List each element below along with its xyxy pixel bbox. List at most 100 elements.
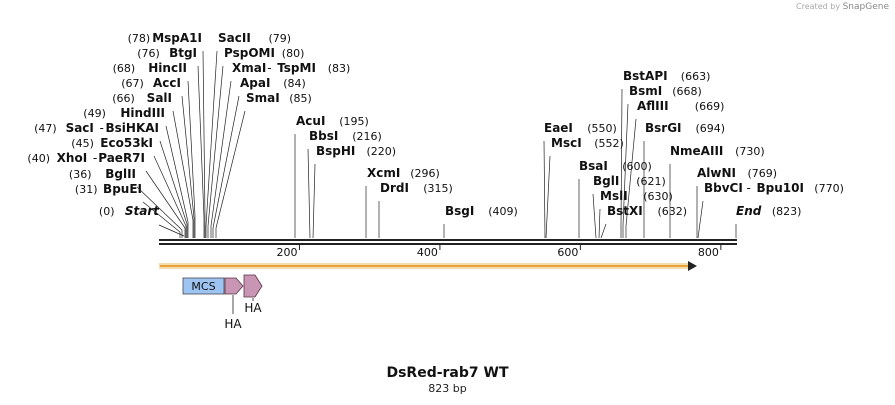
site-leader-line [312,163,316,239]
site-position: (669) [695,100,725,113]
site-leader-line [145,170,186,229]
site-alt-dash: - [267,61,271,75]
site-alt-dash: - [747,181,751,195]
site-name-bstxi: BstXI [607,204,643,218]
site-position: (552) [594,137,624,150]
site-position: (67) [121,77,144,90]
site-position: (45) [71,137,94,150]
site-name-eco53ki: Eco53kI [100,136,153,150]
site-name-bsrgi: BsrGI [645,121,682,135]
ruler-tick-label: 600 [557,246,578,259]
site-name-bbvci: BbvCI [704,181,743,195]
snapgene-logo-text: SnapGene [842,2,889,12]
site-name-acci: AccI [153,76,181,90]
site-leader-line [543,140,546,239]
feature-mcs-box[interactable] [182,277,225,295]
site-name-bsmi: BsmI [629,84,662,98]
feature-ha-arrow[interactable] [243,274,263,298]
site-leader-line [142,201,181,233]
site-name-bglii: BglII [105,167,136,181]
site-position: (296) [410,167,440,180]
site-position: (78) [128,32,151,45]
site-name-bsphi: BspHI [316,144,355,158]
feature-ha-label: HA [224,317,242,331]
site-name-nmeaiii: NmeAIII [670,144,723,158]
site-leader-line [592,193,597,239]
site-alt-dash: - [100,121,104,135]
site-name-hindiii: HindIII [120,106,165,120]
site-position: (84) [283,77,306,90]
site-position: (663) [681,70,711,83]
site-position: (694) [696,122,726,135]
site-leader-line [153,155,187,227]
site-name-btgi: BtgI [169,46,197,60]
site-name-mspa1i: MspA1I [152,31,202,45]
site-name-start: Start [125,204,160,218]
site-position: (47) [34,122,57,135]
site-position: (409) [488,205,518,218]
site-position: (85) [289,92,312,105]
site-leader-line [600,223,607,239]
site-name-bstapi: BstAPI [623,69,668,83]
ruler-tick-label: 400 [417,246,438,259]
site-leader-line [172,110,194,221]
site-leader-line [159,140,188,225]
site-position: (823) [772,205,802,218]
site-position: (66) [112,92,135,105]
construct-length: 823 bp [428,382,467,395]
feature-ha-arrow[interactable] [224,277,244,295]
site-leader-line [210,80,232,227]
orf-arrow-head [688,261,697,271]
site-name-saci: SacI [66,121,94,135]
ruler-tick-label: 200 [276,246,297,259]
site-alt-name: PaeR7I [98,151,145,165]
site-position: (769) [748,167,778,180]
site-position: (76) [137,47,160,60]
site-name-hincii: HincII [148,61,187,75]
site-leader-line [620,88,623,227]
site-leader-line [598,208,601,239]
ruler-tick-label: 800 [698,246,719,259]
site-name-xhoi: XhoI [57,151,88,165]
site-leader-line [181,95,195,219]
site-leader-line [207,65,224,227]
site-leader-line [205,50,218,227]
site-name-drdi: DrdI [380,181,409,195]
site-leader-line [197,65,205,219]
site-position: (550) [587,122,617,135]
site-leader-line [187,80,196,217]
site-position: (730) [735,145,765,158]
site-position: (621) [636,175,666,188]
site-position: (49) [83,107,106,120]
site-position: (630) [643,190,673,203]
site-leader-line [165,125,189,223]
site-name-msci: MscI [551,136,582,150]
site-position: (0) [99,205,115,218]
site-position: (40) [27,152,50,165]
site-leader-line [545,155,551,239]
site-name-bsai: BsaI [579,159,608,173]
site-name-msli: MslI [600,189,628,203]
site-name-bsgi: BsgI [445,204,474,218]
site-name-acui: AcuI [296,114,325,128]
feature-ha-label: HA [244,301,262,315]
site-leader-line [202,50,206,219]
site-name-afliii: AflIII [637,99,669,113]
site-leader-line [136,186,183,231]
feature-mcs-label: MCS [191,280,215,293]
site-alt-name: Bpu10I [757,181,804,195]
site-alt-name: BsiHKAI [106,121,160,135]
site-leader-line [697,200,704,239]
site-position: (83) [328,62,351,75]
site-position: (216) [352,130,382,143]
site-name-eaei: EaeI [544,121,573,135]
site-alt-name: TspMI [277,61,316,75]
site-leader-line [622,103,629,227]
site-position: (770) [814,182,844,195]
credit-text: Created by [796,2,841,11]
site-name-sali: SalI [147,91,172,105]
site-position: (68) [113,62,136,75]
site-name-xmai: XmaI [232,61,266,75]
site-position: (36) [69,168,92,181]
